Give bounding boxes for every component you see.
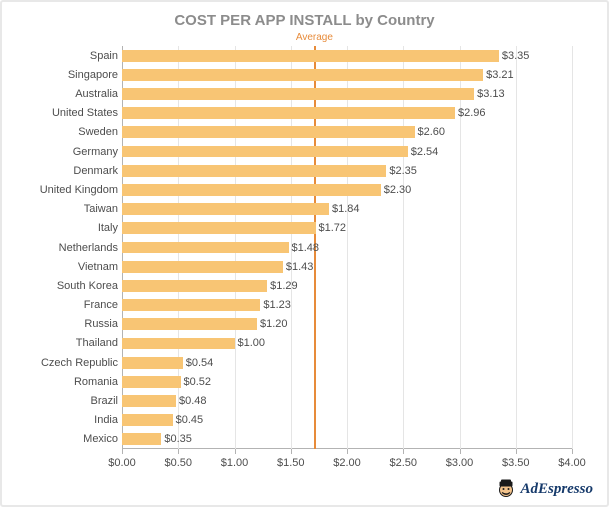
- bar-value-label: $0.52: [183, 376, 211, 388]
- bar-value-label: $0.48: [179, 395, 207, 407]
- bar: [122, 69, 483, 81]
- bar: [122, 184, 381, 196]
- country-label: Italy: [98, 222, 118, 234]
- x-tick-label: $1.50: [277, 457, 305, 469]
- x-tick: [516, 449, 517, 454]
- x-tick: [122, 449, 123, 454]
- bar: [122, 299, 260, 311]
- country-label: Taiwan: [84, 203, 118, 215]
- country-label: Brazil: [90, 395, 118, 407]
- country-label: United Kingdom: [40, 184, 118, 196]
- bar-value-label: $1.72: [319, 222, 347, 234]
- chart-title: COST PER APP INSTALL by Country: [2, 12, 607, 29]
- brand-text: AdEspresso: [520, 481, 593, 498]
- bar: [122, 203, 329, 215]
- brand-logo: AdEspresso: [496, 479, 593, 499]
- bar: [122, 280, 267, 292]
- bar-value-label: $2.54: [411, 146, 439, 158]
- bar: [122, 242, 289, 254]
- bar: [122, 433, 161, 445]
- bar: [122, 126, 415, 138]
- average-label: Average: [296, 32, 333, 43]
- bar-value-label: $3.13: [477, 88, 505, 100]
- country-label: Australia: [75, 88, 118, 100]
- x-tick-label: $1.00: [221, 457, 249, 469]
- country-label: Czech Republic: [41, 357, 118, 369]
- country-label: Mexico: [83, 433, 118, 445]
- x-tick: [572, 449, 573, 454]
- bar-value-label: $2.96: [458, 107, 486, 119]
- x-tick: [460, 449, 461, 454]
- bar-value-label: $0.54: [186, 357, 214, 369]
- country-label: Thailand: [76, 337, 118, 349]
- x-tick: [178, 449, 179, 454]
- bar-value-label: $1.43: [286, 261, 314, 273]
- bar-value-label: $3.35: [502, 50, 530, 62]
- x-tick-label: $0.00: [108, 457, 136, 469]
- bar: [122, 357, 183, 369]
- country-label: Netherlands: [59, 242, 118, 254]
- bar: [122, 395, 176, 407]
- gridline: [516, 46, 517, 449]
- x-tick: [235, 449, 236, 454]
- country-label: India: [94, 414, 118, 426]
- bar-value-label: $3.21: [486, 69, 514, 81]
- mascot-icon: [496, 479, 516, 499]
- bar: [122, 165, 386, 177]
- country-label: United States: [52, 107, 118, 119]
- bar-value-label: $1.48: [292, 242, 320, 254]
- bar-value-label: $1.84: [332, 203, 360, 215]
- bar: [122, 88, 474, 100]
- bar: [122, 414, 173, 426]
- x-tick-label: $0.50: [164, 457, 192, 469]
- bar: [122, 318, 257, 330]
- bar-value-label: $1.20: [260, 318, 288, 330]
- bar: [122, 107, 455, 119]
- plot-area: $0.00$0.50$1.00$1.50$2.00$2.50$3.00$3.50…: [122, 46, 572, 449]
- bar: [122, 338, 235, 350]
- x-tick-label: $4.00: [558, 457, 586, 469]
- bar-value-label: $0.35: [164, 433, 192, 445]
- country-label: Vietnam: [78, 261, 118, 273]
- country-label: Sweden: [78, 126, 118, 138]
- bar: [122, 222, 316, 234]
- country-label: Russia: [84, 318, 118, 330]
- country-label: Germany: [73, 146, 118, 158]
- bar-value-label: $1.29: [270, 280, 298, 292]
- x-tick: [347, 449, 348, 454]
- x-tick-label: $3.50: [502, 457, 530, 469]
- x-tick: [291, 449, 292, 454]
- x-tick-label: $2.00: [333, 457, 361, 469]
- bar-value-label: $1.23: [263, 299, 291, 311]
- x-tick-label: $3.00: [446, 457, 474, 469]
- country-label: France: [84, 299, 118, 311]
- y-axis-labels: Spain Singapore Australia United States Swed…: [2, 46, 118, 449]
- gridline: [572, 46, 573, 449]
- country-label: Singapore: [68, 69, 118, 81]
- bar-value-label: $2.60: [418, 126, 446, 138]
- bar-value-label: $2.35: [389, 165, 417, 177]
- bar-value-label: $2.30: [384, 184, 412, 196]
- bar: [122, 376, 181, 388]
- x-tick-label: $2.50: [389, 457, 417, 469]
- country-label: South Korea: [57, 280, 118, 292]
- bar: [122, 261, 283, 273]
- bar: [122, 146, 408, 158]
- country-label: Denmark: [73, 165, 118, 177]
- country-label: Romania: [74, 376, 118, 388]
- bar-value-label: $1.00: [238, 337, 266, 349]
- bar-value-label: $0.45: [176, 414, 204, 426]
- country-label: Spain: [90, 50, 118, 62]
- bar: [122, 50, 499, 62]
- x-tick: [403, 449, 404, 454]
